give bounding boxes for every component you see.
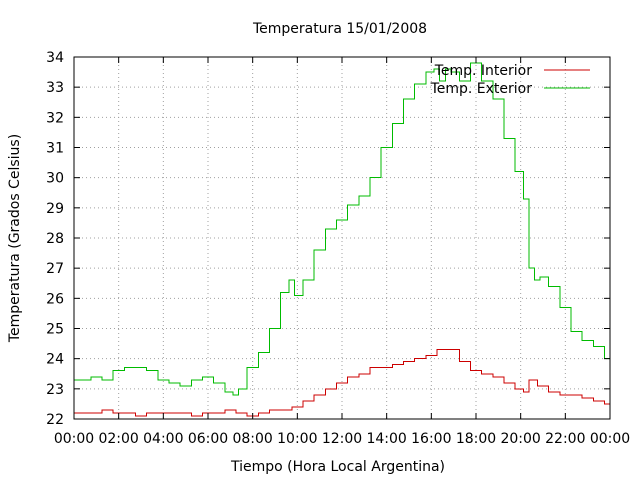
x-tick-label: 10:00 bbox=[277, 431, 317, 447]
legend: Temp. Interior Temp. Exterior bbox=[430, 63, 590, 97]
series-line-interior bbox=[74, 349, 610, 417]
x-tick-label: 00:00 bbox=[590, 431, 630, 447]
y-tick-label: 25 bbox=[46, 322, 64, 338]
legend-label: Temp. Interior bbox=[434, 63, 533, 79]
x-tick-label: 00:00 bbox=[54, 431, 94, 447]
x-tick-label: 14:00 bbox=[366, 431, 406, 447]
y-axis-label: Temperatura (Grados Celsius) bbox=[7, 134, 23, 343]
y-tick-label: 24 bbox=[46, 352, 64, 368]
y-tick-label: 32 bbox=[46, 110, 64, 126]
chart-title: Temperatura 15/01/2008 bbox=[252, 21, 427, 37]
y-tick-label: 22 bbox=[46, 412, 64, 428]
y-tick-label: 27 bbox=[46, 261, 64, 277]
y-tick-label: 31 bbox=[46, 141, 64, 157]
x-tick-label: 22:00 bbox=[545, 431, 585, 447]
x-tick-label: 02:00 bbox=[98, 431, 138, 447]
grid bbox=[74, 57, 610, 419]
x-tick-label: 12:00 bbox=[322, 431, 362, 447]
x-tick-label: 16:00 bbox=[411, 431, 451, 447]
y-tick-label: 26 bbox=[46, 291, 64, 307]
y-tick-label: 30 bbox=[46, 171, 64, 187]
x-tick-label: 08:00 bbox=[232, 431, 272, 447]
series-line-exterior bbox=[74, 62, 610, 396]
y-tick-label: 23 bbox=[46, 382, 64, 398]
x-tick-label: 20:00 bbox=[500, 431, 540, 447]
y-tick-label: 28 bbox=[46, 231, 64, 247]
legend-label: Temp. Exterior bbox=[430, 81, 533, 97]
y-tick-label: 29 bbox=[46, 201, 64, 217]
y-tick-label: 34 bbox=[46, 50, 64, 66]
plot-area bbox=[74, 62, 610, 417]
y-tick-labels: 22 23 24 25 26 27 28 29 30 31 32 33 34 bbox=[46, 50, 610, 428]
x-axis-label: Tiempo (Hora Local Argentina) bbox=[230, 459, 445, 475]
x-tick-label: 04:00 bbox=[143, 431, 183, 447]
x-tick-labels: 00:00 02:00 04:00 06:00 08:00 10:00 12:00 14:00… bbox=[54, 57, 630, 447]
y-tick-label: 33 bbox=[46, 80, 64, 96]
x-tick-label: 06:00 bbox=[188, 431, 228, 447]
x-tick-label: 18:00 bbox=[456, 431, 496, 447]
